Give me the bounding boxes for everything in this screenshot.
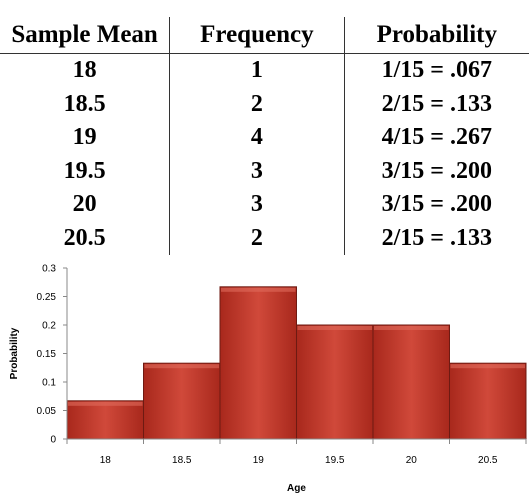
x-tick-label: 18.5 — [172, 455, 192, 466]
cell-mean: 18.5 — [63, 90, 106, 117]
cell-mean: 20.5 — [63, 224, 106, 251]
y-tick-label: 0 — [50, 435, 56, 446]
bar-highlight — [68, 401, 143, 406]
x-axis-label: Age — [287, 483, 306, 494]
cell-probability: 3/15 = .200 — [381, 157, 492, 184]
cell-frequency: 2 — [169, 221, 345, 255]
y-tick-label: 0.2 — [42, 321, 56, 332]
y-tick-label: 0.3 — [42, 264, 56, 275]
probability-table: Sample Mean Frequency Probability 18 1 1… — [0, 17, 529, 255]
table-row: 18 1 1/15 = .067 — [0, 53, 529, 88]
bar-highlight — [297, 326, 372, 330]
cell-probability: 3/15 = .200 — [381, 191, 492, 217]
header-probability: Probability — [376, 21, 497, 48]
table-row: 19.5 3 3/15 = .200 — [0, 154, 529, 188]
x-tick-label: 18 — [100, 455, 112, 466]
bar-19.5 — [296, 324, 374, 440]
bar-18.5 — [143, 362, 221, 440]
bar-highlight — [450, 364, 525, 369]
table-header-row: Sample Mean Frequency Probability — [0, 17, 529, 54]
cell-probability: 2/15 = .133 — [381, 90, 492, 117]
cell-frequency: 1 — [169, 53, 345, 88]
header-frequency: Frequency — [169, 17, 345, 54]
x-tick-label: 20.5 — [478, 455, 498, 466]
cell-probability: 2/15 = .133 — [381, 224, 492, 251]
y-tick-label: 0.05 — [37, 406, 57, 417]
cell-frequency: 4 — [169, 121, 345, 155]
bar-18 — [66, 400, 144, 440]
cell-frequency: 3 — [169, 188, 345, 222]
cell-frequency: 2 — [169, 87, 345, 121]
x-tick-label: 19 — [253, 455, 265, 466]
y-tick-label: 0.15 — [37, 349, 57, 360]
bar-highlight — [374, 326, 449, 330]
y-axis-label: Probability — [9, 327, 20, 379]
y-tick-label: 0.25 — [37, 292, 57, 303]
bar-20.5 — [449, 362, 527, 440]
table-row: 19 4 4/15 = .267 — [0, 121, 529, 155]
cell-probability: 1/15 = .067 — [381, 57, 492, 83]
x-tick-label: 20 — [406, 455, 418, 466]
cell-mean: 19 — [72, 124, 97, 150]
table-row: 20 3 3/15 = .200 — [0, 188, 529, 222]
bar-highlight — [221, 287, 296, 292]
y-tick-label: 0.1 — [42, 378, 56, 389]
cell-mean: 19.5 — [63, 157, 106, 184]
header-sample-mean: Sample Mean — [11, 21, 158, 48]
table-row: 18.5 2 2/15 = .133 — [0, 87, 529, 121]
table-row: 20.5 2 2/15 = .133 — [0, 221, 529, 255]
probability-histogram: 0 0.05 0.1 0.15 0.2 0.25 0.3 18 18.5 19 19.5 20 20.… — [9, 264, 527, 494]
cell-mean: 20 — [72, 191, 97, 217]
cell-frequency: 3 — [169, 154, 345, 188]
cell-probability: 4/15 = .267 — [381, 124, 492, 150]
x-tick-label: 19.5 — [325, 455, 345, 466]
bar-19 — [219, 286, 297, 440]
bar-highlight — [144, 364, 219, 369]
bar-20 — [372, 324, 450, 440]
probability-table-section: Sample Mean Frequency Probability 18 1 1… — [0, 17, 529, 255]
cell-mean: 18 — [72, 57, 97, 83]
